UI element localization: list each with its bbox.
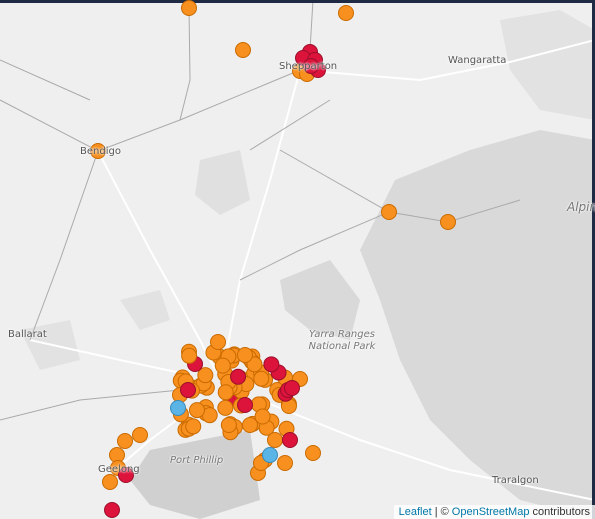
marker[interactable] [253, 370, 270, 387]
attribution: Leaflet | © OpenStreetMap contributors [393, 505, 595, 519]
marker[interactable] [263, 356, 280, 373]
marker[interactable] [254, 408, 271, 425]
forest-patches [20, 10, 595, 519]
marker[interactable] [303, 58, 319, 74]
place-label: Geelong [98, 464, 140, 475]
osm-link[interactable]: OpenStreetMap [451, 506, 530, 518]
marker-layer [90, 0, 456, 518]
marker[interactable] [217, 399, 234, 416]
marker[interactable] [180, 382, 196, 398]
marker[interactable] [262, 447, 278, 463]
attribution-separator: | © [434, 506, 449, 518]
marker[interactable] [188, 402, 205, 419]
minor-roads [0, 0, 521, 421]
marker[interactable] [181, 347, 198, 364]
marker[interactable] [235, 42, 251, 58]
marker[interactable] [210, 334, 226, 350]
marker[interactable] [277, 455, 293, 471]
place-label: Ballarat [8, 329, 47, 340]
marker[interactable] [132, 427, 148, 443]
marker[interactable] [197, 367, 214, 384]
marker[interactable] [440, 214, 456, 230]
marker[interactable] [242, 417, 258, 433]
place-label: Traralgon [492, 475, 539, 486]
marker[interactable] [284, 380, 300, 396]
place-label: Wangaratta [448, 55, 507, 66]
marker[interactable] [117, 433, 133, 449]
marker[interactable] [90, 143, 106, 159]
marker[interactable] [237, 397, 253, 413]
place-label: Alpine [567, 200, 595, 214]
marker[interactable] [381, 204, 397, 220]
marker[interactable] [282, 432, 298, 448]
marker[interactable] [305, 445, 321, 461]
marker[interactable] [181, 0, 197, 16]
marker[interactable] [267, 432, 283, 448]
place-label: Yarra Ranges National Park [308, 329, 376, 352]
place-label: Shepparton [279, 61, 338, 72]
marker[interactable] [118, 467, 134, 483]
marker[interactable] [220, 417, 237, 434]
marker[interactable] [217, 384, 234, 401]
marker[interactable] [237, 347, 253, 363]
place-label: Port Phillip [170, 455, 224, 466]
marker[interactable] [185, 418, 202, 435]
marker[interactable] [214, 357, 231, 374]
marker[interactable] [170, 400, 186, 416]
place-label: Bendigo [80, 146, 121, 157]
top-bar [0, 0, 595, 3]
marker[interactable] [338, 5, 354, 21]
marker[interactable] [104, 502, 120, 518]
marker[interactable] [230, 368, 247, 385]
attribution-suffix: contributors [532, 506, 590, 518]
marker[interactable] [102, 474, 118, 490]
leaflet-link[interactable]: Leaflet [398, 506, 432, 518]
side-bar [592, 0, 595, 519]
